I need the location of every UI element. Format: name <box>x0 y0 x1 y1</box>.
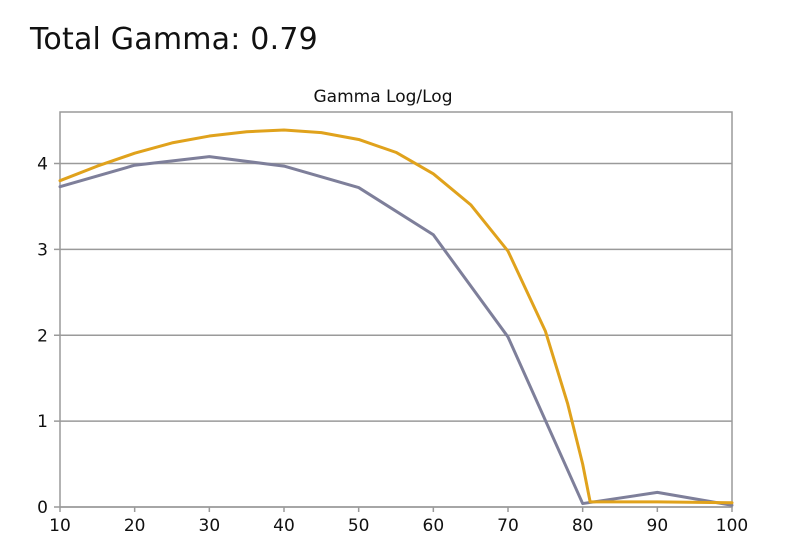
x-tick-label: 70 <box>497 516 519 536</box>
chart-title: Gamma Log/Log <box>314 87 453 107</box>
y-tick-label: 2 <box>37 326 48 346</box>
page-heading: Total Gamma: 0.79 <box>30 22 318 57</box>
plot-frame <box>59 111 733 508</box>
x-tick-label: 40 <box>273 516 295 536</box>
x-tick-label: 50 <box>348 516 370 536</box>
x-tick-label: 80 <box>572 516 594 536</box>
y-tick-label: 3 <box>37 240 48 260</box>
series-line-2 <box>58 128 734 505</box>
x-tick-label: 60 <box>423 516 445 536</box>
x-tick-label: 10 <box>49 516 71 536</box>
grid-layer <box>54 111 733 512</box>
x-tick-label: 100 <box>716 516 748 536</box>
x-tick-label: 90 <box>647 516 669 536</box>
series-layer <box>58 128 734 507</box>
x-tick-label: 30 <box>199 516 221 536</box>
series-line-1 <box>58 155 734 507</box>
y-tick-label: 0 <box>37 498 48 518</box>
y-tick-label: 4 <box>37 155 48 175</box>
y-tick-label: 1 <box>37 412 48 432</box>
x-tick-label: 20 <box>124 516 146 536</box>
tick-layer: 0 1 2 3 4 10 20 30 40 50 60 70 80 90 100 <box>37 155 748 536</box>
